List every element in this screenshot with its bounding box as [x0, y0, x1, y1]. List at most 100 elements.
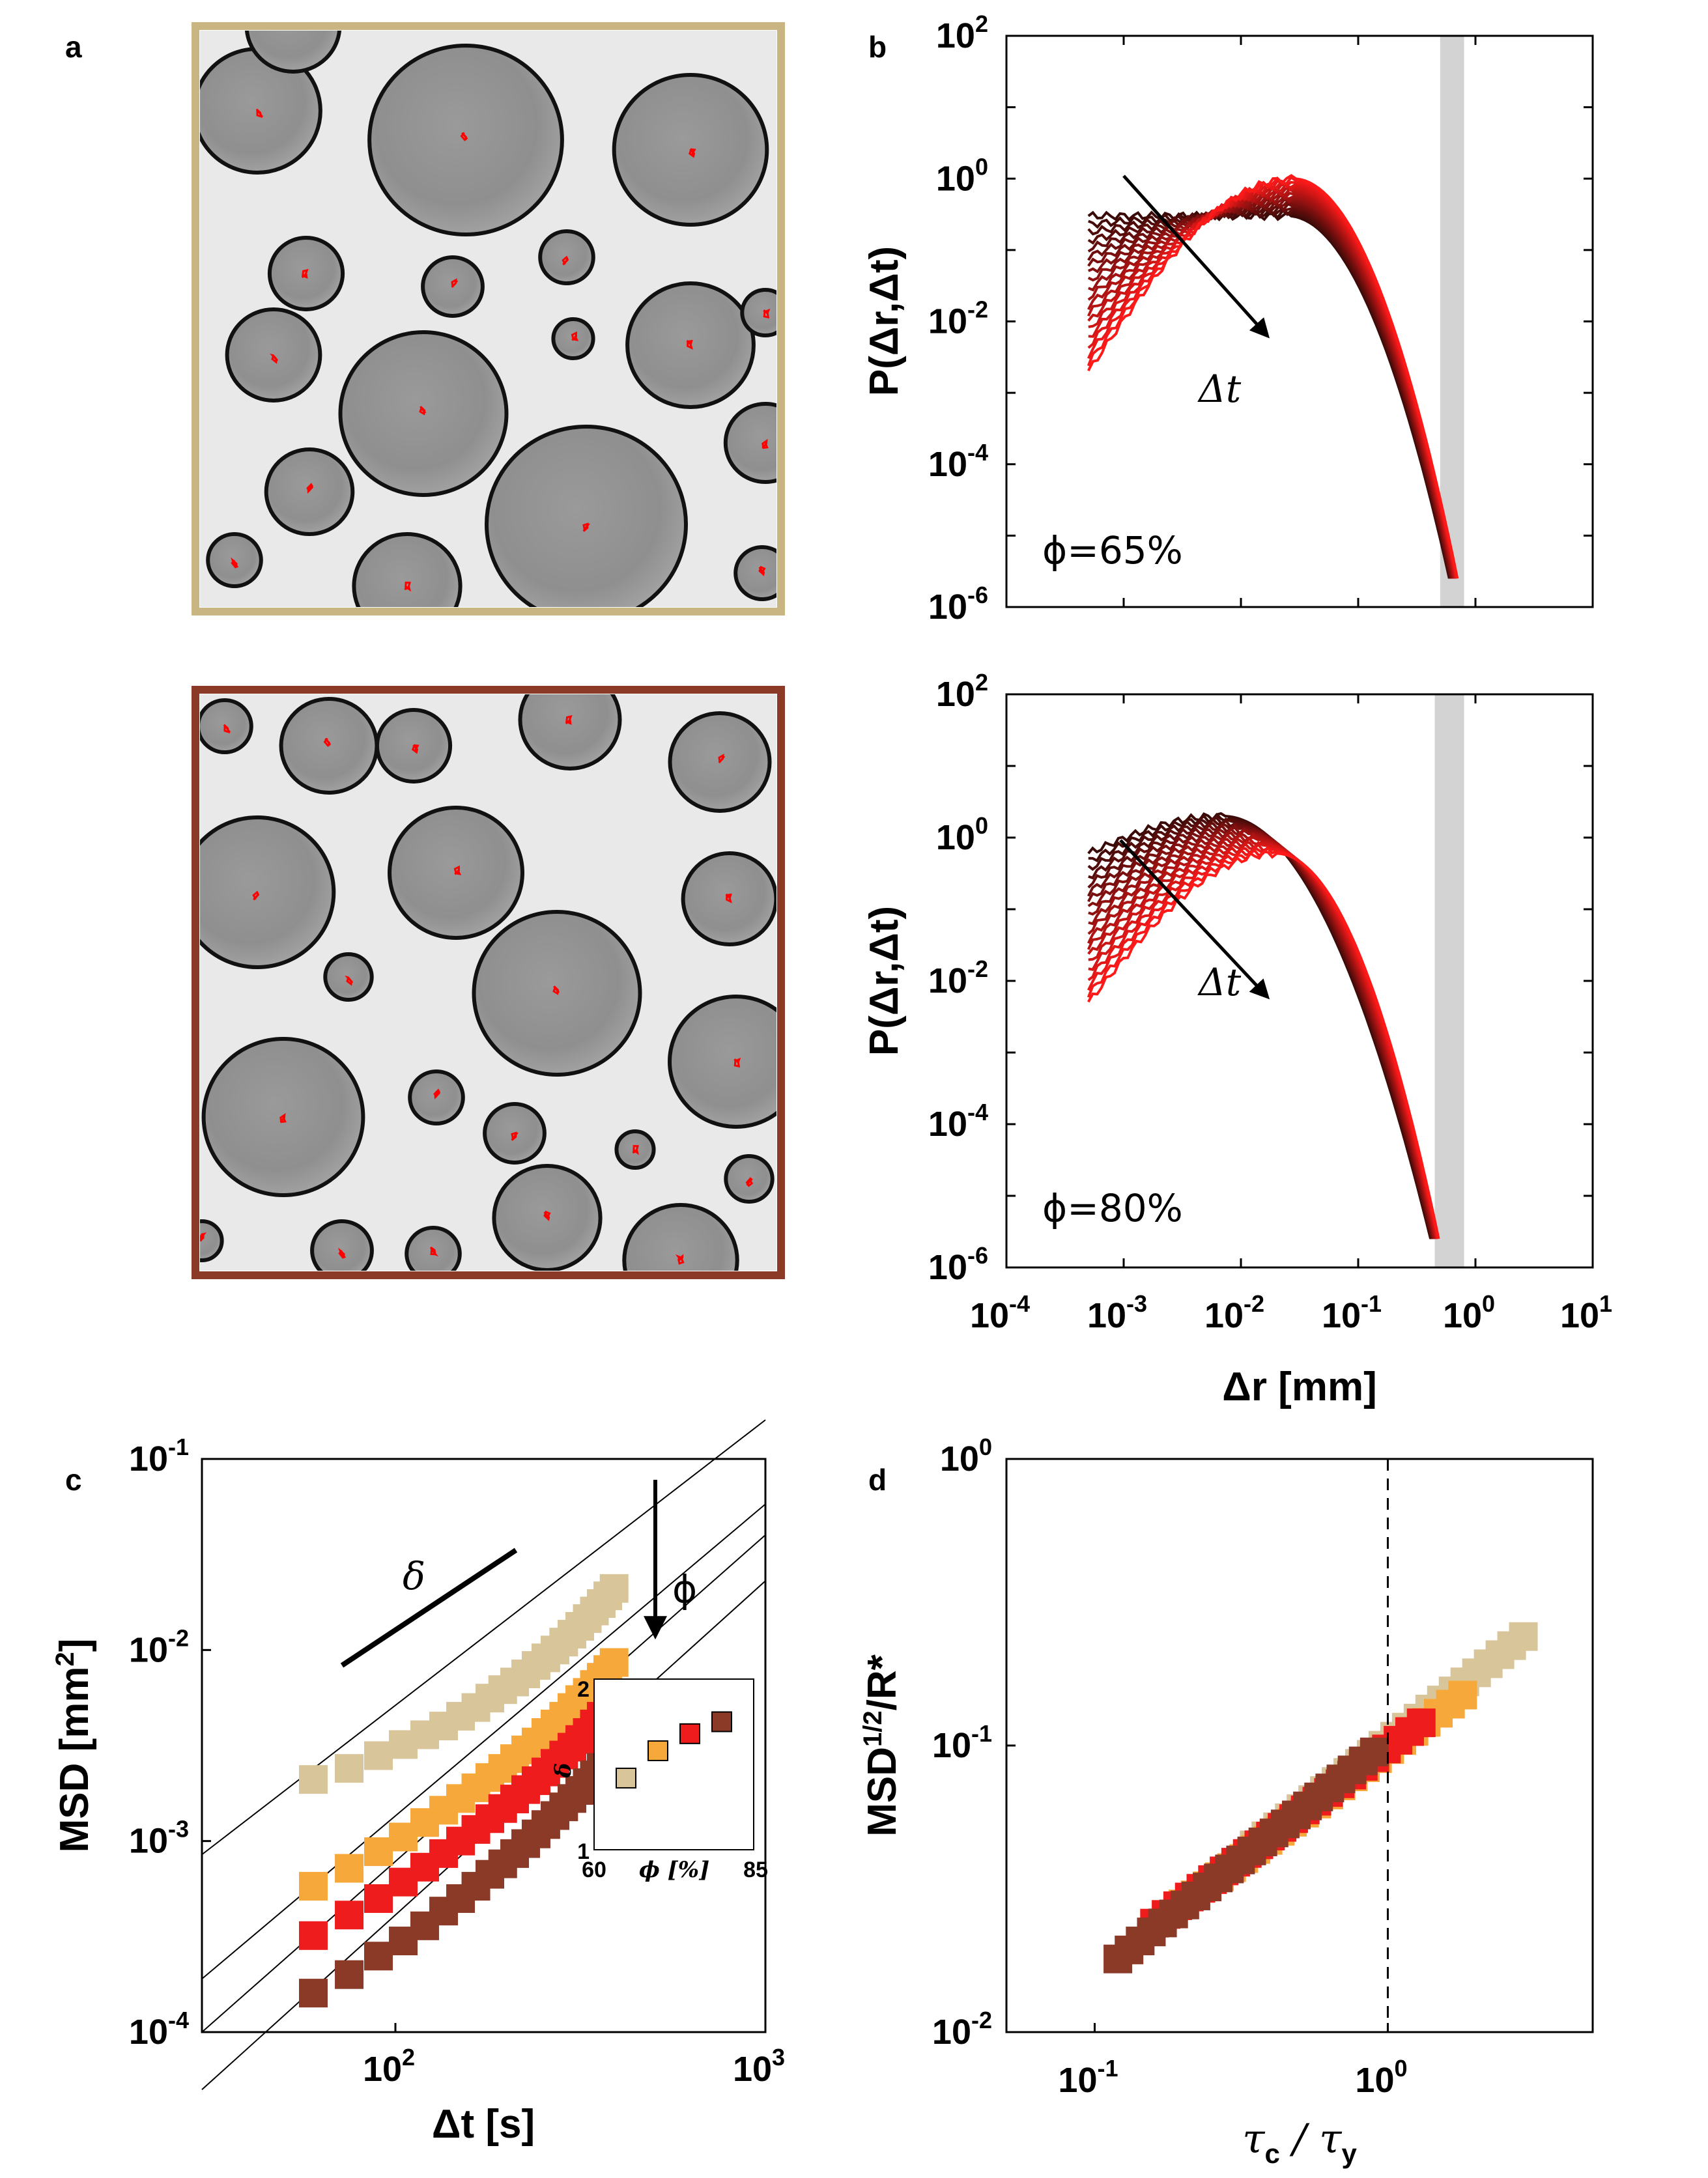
point-70% — [599, 1648, 629, 1677]
panel-label-d: d — [868, 1463, 887, 1497]
trajectory — [223, 724, 231, 734]
ytick: 100 — [936, 812, 988, 857]
trajectory — [582, 522, 590, 532]
inset-xtick-85: 85 — [743, 1858, 768, 1882]
ytick: 100 — [940, 1434, 992, 1478]
point-80% — [335, 1960, 364, 1989]
xtick: 10-4 — [970, 1290, 1030, 1335]
ytick: 10-1 — [932, 1720, 992, 1765]
point-65% — [335, 1754, 364, 1783]
trajectory — [270, 353, 279, 364]
xlabel-c: Δt [s] — [432, 2102, 535, 2147]
trajectory — [252, 890, 260, 901]
arrow-label-b-bottom: Δt — [1197, 960, 1242, 1004]
ytick: 10-4 — [928, 1099, 988, 1144]
trajectory — [745, 1177, 754, 1187]
xtick: 102 — [363, 2044, 415, 2089]
trajectory — [725, 893, 732, 903]
trajectory — [231, 557, 239, 569]
xtick: 10-1 — [1322, 1290, 1382, 1335]
gray-band — [1434, 694, 1464, 1267]
droplet — [310, 1219, 374, 1271]
micrograph-bottom — [192, 686, 785, 1279]
trajectory — [306, 483, 313, 494]
arrow-label-c: ϕ — [672, 1567, 697, 1611]
inset-ytick-1: 1 — [577, 1839, 590, 1864]
ytick: 10-4 — [129, 2007, 189, 2052]
droplet — [733, 545, 776, 601]
xlabel-b: Δr [mm] — [1222, 1365, 1376, 1409]
axes-d — [1006, 1459, 1593, 2032]
point-80% — [298, 1979, 328, 2008]
trajectory — [686, 339, 693, 350]
ytick: 10-3 — [129, 1816, 189, 1861]
curves-b-top — [1087, 174, 1459, 579]
trajectory — [761, 438, 769, 449]
trajectory — [411, 744, 420, 754]
point-70% — [298, 1872, 328, 1901]
ylabel-d: MSD1/2/R* — [859, 1654, 905, 1836]
ylabel-b-bottom: P(Δr,Δt) — [862, 906, 907, 1056]
inset-ylabel: δ — [550, 1763, 576, 1779]
droplet — [200, 1219, 224, 1262]
point-65% — [364, 1741, 393, 1770]
point-75% — [298, 1921, 328, 1950]
frame-bottom — [192, 686, 785, 1279]
trajectory — [404, 581, 412, 592]
inset-point — [616, 1767, 636, 1789]
trajectory — [345, 975, 354, 986]
trajectory — [571, 331, 579, 341]
trajectory — [562, 255, 569, 266]
trajectory — [279, 1112, 287, 1124]
droplet — [723, 402, 776, 484]
ytick: 10-6 — [928, 582, 988, 627]
inset-ytick-2: 2 — [577, 1677, 590, 1702]
point-80% — [364, 1942, 393, 1971]
micrograph-top — [192, 22, 785, 615]
fit-line — [201, 1503, 766, 1979]
ytick: 102 — [936, 10, 988, 55]
xtick: 101 — [1560, 1290, 1612, 1335]
droplets-bottom — [200, 694, 776, 1271]
droplet — [740, 288, 776, 337]
point-65% — [599, 1574, 629, 1603]
trajectory — [323, 737, 332, 747]
curve — [1087, 174, 1459, 579]
trajectory — [543, 1210, 551, 1221]
slope-line — [340, 1548, 518, 1668]
ytick: 10-1 — [129, 1434, 189, 1478]
ytick: 102 — [936, 669, 988, 714]
point-65% — [1509, 1622, 1538, 1651]
panel-label-b: b — [868, 30, 887, 64]
droplet — [668, 995, 776, 1129]
curve — [1087, 850, 1440, 1239]
trajectory — [733, 1057, 741, 1068]
ylabel-b-top: P(Δr,Δt) — [862, 246, 907, 396]
trajectory — [301, 268, 309, 279]
axes-b-top — [1005, 35, 1594, 608]
xtick: 10-1 — [1058, 2055, 1118, 2100]
point-75% — [364, 1884, 393, 1913]
fit-line — [201, 1419, 766, 1856]
droplet — [485, 425, 688, 607]
point-80% — [1359, 1737, 1389, 1766]
trajectory — [419, 406, 427, 416]
trajectory — [675, 1254, 685, 1265]
trajectory — [200, 1232, 207, 1242]
inset-point — [711, 1711, 732, 1732]
plot-b-top: 102 100 10-2 10-4 10-6 P(Δr,Δt) ϕ=65% Δt — [862, 10, 1594, 627]
point-65% — [298, 1765, 328, 1794]
arrow-label-b-top: Δt — [1197, 367, 1242, 411]
droplets-top — [200, 31, 776, 607]
trajectory — [338, 1247, 347, 1259]
trajectory — [718, 754, 726, 764]
trajectory — [763, 308, 771, 319]
trajectory — [632, 1144, 640, 1155]
ytick: 10-4 — [928, 439, 988, 484]
inset-xtick-60: 60 — [582, 1858, 606, 1882]
droplet — [200, 815, 336, 969]
ytick: 10-2 — [932, 2007, 992, 2052]
inset-point — [679, 1723, 700, 1744]
